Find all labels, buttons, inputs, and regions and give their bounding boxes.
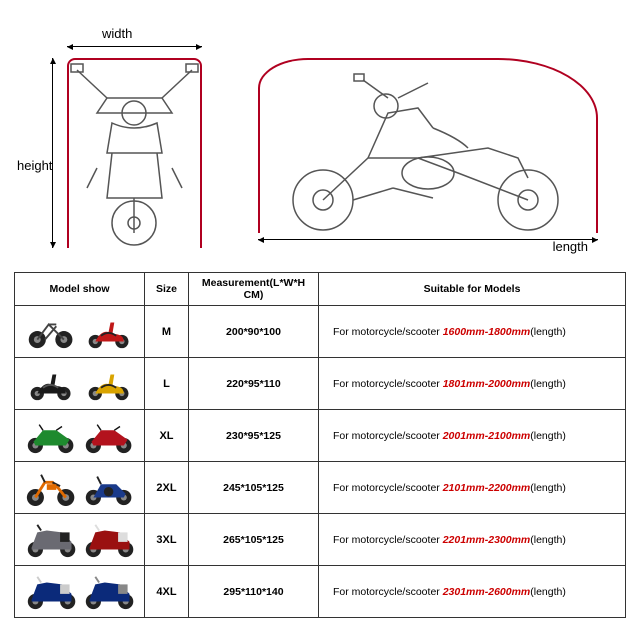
cell-model (15, 306, 145, 358)
cell-suitable: For motorcycle/scooter 2001mm-2100mm(len… (319, 410, 626, 462)
standard-blue-icon (82, 469, 136, 507)
side-view: length (248, 28, 618, 248)
length-label: length (553, 239, 588, 254)
cell-model (15, 462, 145, 514)
bicycle-icon (24, 313, 78, 351)
cell-suitable: For motorcycle/scooter 2201mm-2300mm(len… (319, 514, 626, 566)
width-arrow (67, 46, 202, 47)
suitable-range: 2301mm-2600mm (443, 586, 531, 598)
table-row: 3XL265*105*125For motorcycle/scooter 220… (15, 514, 626, 566)
cell-model (15, 566, 145, 618)
tourer-blue2-icon (82, 573, 136, 611)
table-row: XL230*95*125For motorcycle/scooter 2001m… (15, 410, 626, 462)
suitable-suffix: (length) (530, 482, 566, 494)
suitable-prefix: For motorcycle/scooter (333, 482, 443, 494)
cell-suitable: For motorcycle/scooter 2301mm-2600mm(len… (319, 566, 626, 618)
suitable-range: 1801mm-2000mm (443, 378, 531, 390)
diagram-area: width height (14, 8, 626, 268)
cell-size: L (145, 358, 189, 410)
front-view: width height (22, 28, 232, 248)
col-header-size: Size (145, 273, 189, 306)
cell-measurement: 265*105*125 (189, 514, 319, 566)
sport-red-icon (82, 417, 136, 455)
cell-measurement: 295*110*140 (189, 566, 319, 618)
scooter-black-icon (24, 365, 78, 403)
cell-suitable: For motorcycle/scooter 2101mm-2200mm(len… (319, 462, 626, 514)
cell-measurement: 245*105*125 (189, 462, 319, 514)
table-header-row: Model show Size Measurement(L*W*H CM) Su… (15, 273, 626, 306)
cell-model (15, 358, 145, 410)
cell-size: 3XL (145, 514, 189, 566)
suitable-suffix: (length) (530, 378, 566, 390)
suitable-prefix: For motorcycle/scooter (333, 534, 443, 546)
cell-measurement: 200*90*100 (189, 306, 319, 358)
length-arrow (258, 239, 598, 240)
suitable-prefix: For motorcycle/scooter (333, 378, 443, 390)
cell-size: 2XL (145, 462, 189, 514)
suitable-prefix: For motorcycle/scooter (333, 586, 443, 598)
tourer-grey-icon (24, 521, 78, 559)
suitable-suffix: (length) (530, 586, 566, 598)
table-row: L220*95*110For motorcycle/scooter 1801mm… (15, 358, 626, 410)
suitable-range: 2101mm-2200mm (443, 482, 531, 494)
height-label: height (17, 158, 52, 173)
cell-size: 4XL (145, 566, 189, 618)
suitable-prefix: For motorcycle/scooter (333, 326, 443, 338)
scooter-red-icon (82, 313, 136, 351)
suitable-suffix: (length) (530, 326, 566, 338)
col-header-suitable: Suitable for Models (319, 273, 626, 306)
cell-suitable: For motorcycle/scooter 1801mm-2000mm(len… (319, 358, 626, 410)
suitable-suffix: (length) (530, 534, 566, 546)
motorcycle-side-icon (258, 58, 598, 233)
cell-suitable: For motorcycle/scooter 1600mm-1800mm(len… (319, 306, 626, 358)
cell-measurement: 230*95*125 (189, 410, 319, 462)
table-row: 4XL295*110*140For motorcycle/scooter 230… (15, 566, 626, 618)
tourer-red-icon (82, 521, 136, 559)
col-header-measurement: Measurement(L*W*H CM) (189, 273, 319, 306)
width-label: width (102, 26, 132, 41)
dirt-orange-icon (24, 469, 78, 507)
suitable-suffix: (length) (530, 430, 566, 442)
cell-size: M (145, 306, 189, 358)
table-row: 2XL245*105*125For motorcycle/scooter 210… (15, 462, 626, 514)
suitable-range: 2201mm-2300mm (443, 534, 531, 546)
suitable-range: 2001mm-2100mm (443, 430, 531, 442)
table-row: M200*90*100For motorcycle/scooter 1600mm… (15, 306, 626, 358)
motorcycle-front-icon (67, 58, 202, 248)
suitable-range: 1600mm-1800mm (443, 326, 531, 338)
cell-measurement: 220*95*110 (189, 358, 319, 410)
suitable-prefix: For motorcycle/scooter (333, 430, 443, 442)
height-arrow (52, 58, 53, 248)
col-header-model: Model show (15, 273, 145, 306)
scooter-yellow-icon (82, 365, 136, 403)
cell-model (15, 514, 145, 566)
sport-green-icon (24, 417, 78, 455)
size-table: Model show Size Measurement(L*W*H CM) Su… (14, 272, 626, 618)
cell-size: XL (145, 410, 189, 462)
cell-model (15, 410, 145, 462)
tourer-blue-icon (24, 573, 78, 611)
